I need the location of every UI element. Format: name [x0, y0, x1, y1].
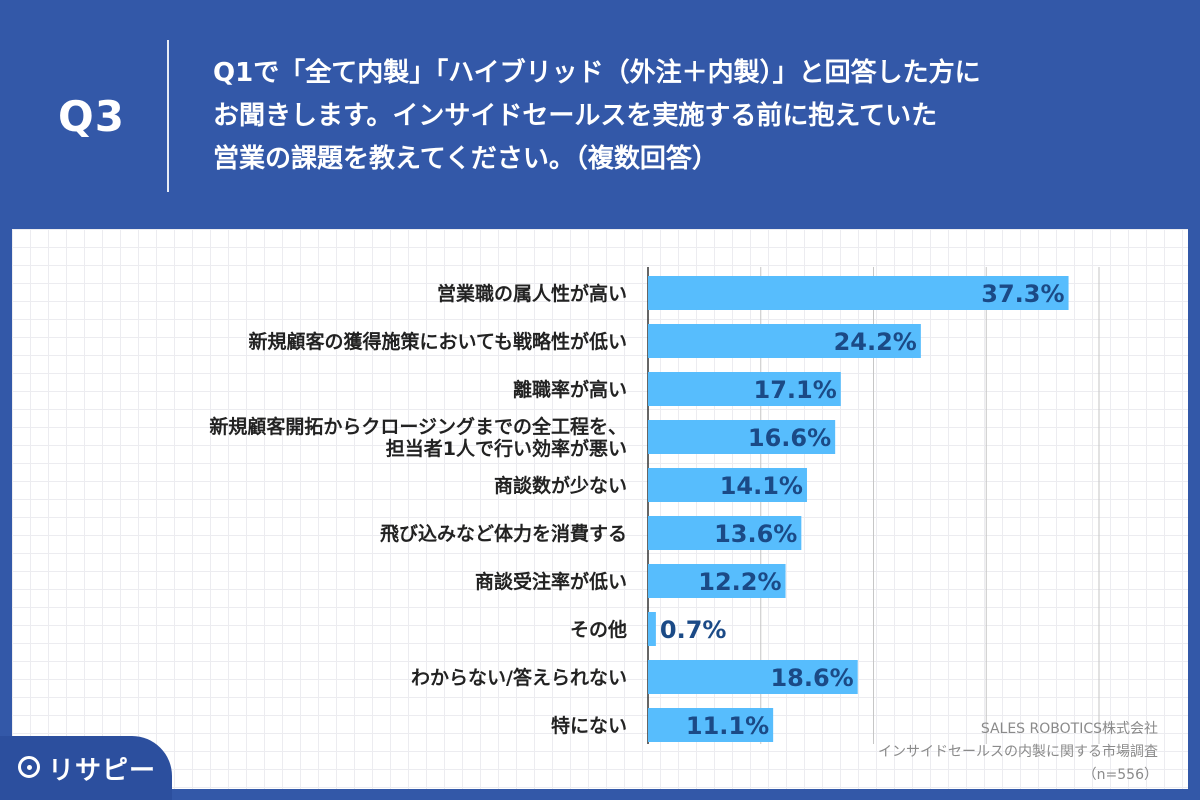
source-survey: インサイドセールスの内製に関する市場調査: [878, 744, 1158, 760]
bar-value-label-1: 37.3%: [981, 280, 1064, 308]
bar-value-label-9: 18.6%: [770, 664, 853, 692]
category-label-7: 商談受注率が低い: [475, 570, 627, 593]
bar-9: [648, 660, 858, 694]
bar-8: [648, 612, 656, 646]
bar-3: [648, 372, 841, 406]
bar-2: [648, 324, 921, 358]
category-label-6: 飛び込みなど体力を消費する: [380, 522, 627, 545]
logo-text: リサピー: [48, 756, 157, 786]
category-label-1: 営業職の属人性が高い: [437, 282, 627, 305]
bar-5: [648, 468, 807, 502]
bar-10: [648, 708, 774, 742]
question-line-1: Q1で「全て内製」「ハイブリッド（外注＋内製）」と回答した方に: [213, 58, 981, 88]
bar-1: [648, 276, 1069, 310]
bar-4: [648, 420, 836, 454]
bar-value-label-4: 16.6%: [748, 424, 831, 452]
category-label-9: わからない/答えられない: [411, 666, 627, 689]
bar-chart: 37.3% 営業職の属人性が高い 24.2% 新規顧客の獲得施策においても戦略性が低い…: [209, 267, 1100, 744]
category-label-4-line-2: 担当者1人で行い効率が悪い: [386, 437, 627, 460]
bar-value-label-6: 13.6%: [714, 520, 797, 548]
bar-value-label-7: 12.2%: [698, 568, 781, 596]
question-line-3: 営業の課題を教えてください。（複数回答）: [213, 144, 718, 174]
category-label-5: 商談数が少ない: [494, 474, 627, 497]
chart-panel: 37.3% 営業職の属人性が高い 24.2% 新規顧客の獲得施策においても戦略性が低い…: [12, 229, 1188, 789]
category-label-3: 離職率が高い: [513, 378, 627, 401]
bar-7: [648, 564, 786, 598]
source-company: SALES ROBOTICS株式会社: [980, 721, 1158, 737]
bar-value-label-8: 0.7%: [660, 616, 727, 644]
bar-value-label-3: 17.1%: [754, 376, 837, 404]
category-label-8: その他: [570, 618, 627, 641]
category-label-10: 特にない: [551, 715, 627, 737]
header-divider: [167, 40, 169, 192]
question-header: Q3 Q1で「全て内製」「ハイブリッド（外注＋内製）」と回答した方に お聞きしま…: [0, 0, 1200, 228]
question-line-2: お聞きします。インサイドセールスを実施する前に抱えていた: [213, 101, 938, 131]
bar-value-label-5: 14.1%: [720, 472, 803, 500]
question-number: Q3: [58, 92, 125, 141]
category-label-4-line-1: 新規顧客開拓からクロージングまでの全工程を、: [209, 415, 627, 438]
logo-icon: [18, 756, 40, 778]
logo-tab: リサピー: [0, 736, 172, 800]
category-label-2: 新規顧客の獲得施策においても戦略性が低い: [249, 330, 627, 353]
bar-value-label-10: 11.1%: [686, 712, 769, 740]
bar-6: [648, 516, 802, 550]
sample-size: （n=556）: [1082, 767, 1158, 783]
bar-value-label-2: 24.2%: [834, 328, 917, 356]
question-text: Q1で「全て内製」「ハイブリッド（外注＋内製）」と回答した方に お聞きします。イ…: [213, 52, 1173, 181]
